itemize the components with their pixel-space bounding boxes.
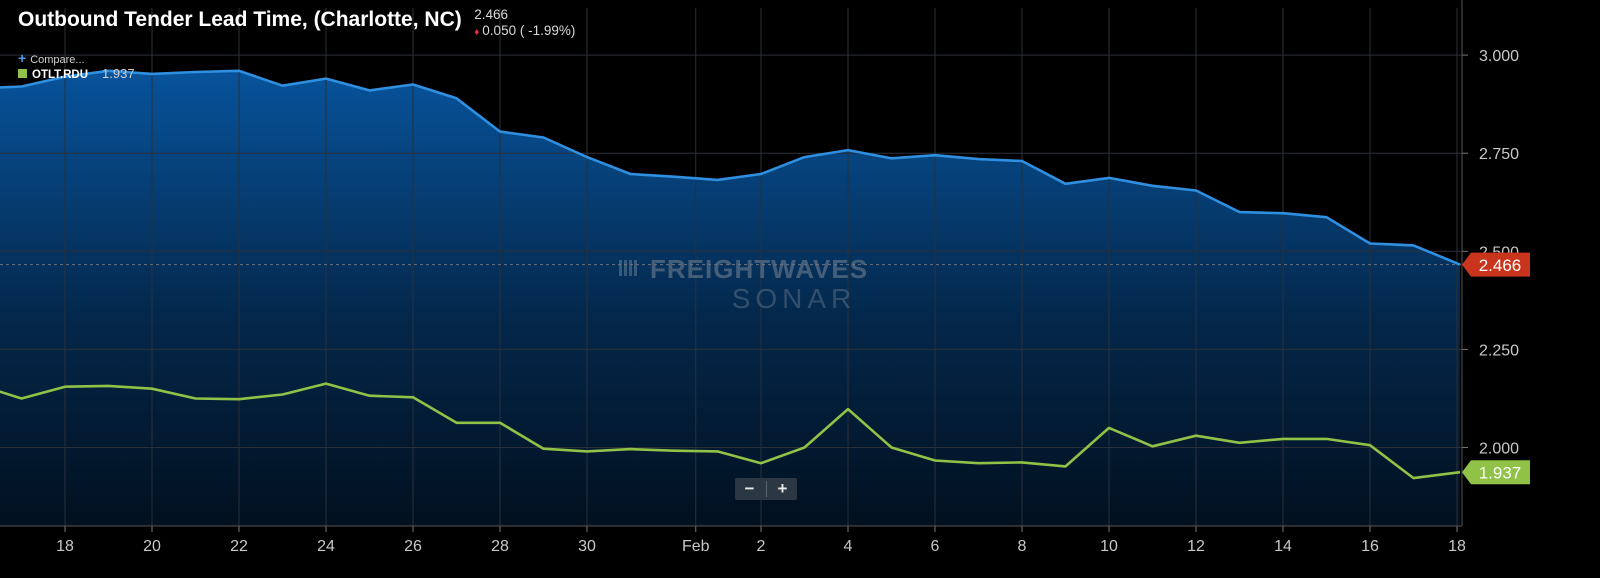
- last-value-badge: 1.937: [1462, 460, 1530, 485]
- x-tick-label: 18: [56, 538, 74, 555]
- x-tick-label: 20: [143, 538, 161, 555]
- watermark: FREIGHTWAVES SONAR: [619, 254, 868, 314]
- zoom-in-button[interactable]: +: [777, 479, 788, 498]
- x-tick-label: 22: [230, 538, 248, 555]
- x-tick-label: 6: [931, 538, 940, 555]
- x-tick-label: 2: [757, 538, 766, 555]
- x-tick-label: 14: [1274, 538, 1292, 555]
- x-tick-label: 30: [578, 538, 596, 555]
- x-tick-label: 28: [491, 538, 509, 555]
- y-tick-label: 3.000: [1479, 48, 1519, 65]
- x-tick-label: 16: [1361, 538, 1379, 555]
- down-arrow-icon: ♦: [474, 27, 480, 38]
- y-tick-label: 2.000: [1479, 441, 1519, 458]
- legend-series-value: 1.937: [102, 66, 135, 81]
- watermark-line1: FREIGHTWAVES: [650, 254, 868, 284]
- y-tick-label: 2.750: [1479, 146, 1519, 163]
- zoom-separator: [765, 481, 767, 497]
- last-value-badge: 2.466: [1462, 252, 1530, 277]
- compare-label: Compare...: [30, 54, 85, 66]
- x-tick-label: Feb: [682, 538, 710, 555]
- x-tick-label: 4: [844, 538, 853, 555]
- chart-header: Outbound Tender Lead Time, (Charlotte, N…: [18, 7, 575, 41]
- quote-block: 2.466 ♦ 0.050 ( -1.99%): [474, 7, 575, 41]
- compare-button[interactable]: + Compare...: [18, 50, 85, 66]
- zoom-controls: − +: [735, 478, 797, 500]
- series-line-outbound-tender-lead-time-charlotte-nc[interactable]: [0, 69, 1461, 266]
- legend-series-name: OTLT.RDU: [32, 69, 89, 81]
- series-area-outbound-tender-lead-time-charlotte-nc: [0, 70, 1460, 526]
- x-tick-label: 8: [1018, 538, 1027, 555]
- last-value-badge-text: 2.466: [1479, 256, 1522, 275]
- chart-title: Outbound Tender Lead Time, (Charlotte, N…: [18, 8, 462, 31]
- x-tick-label: 10: [1100, 538, 1118, 555]
- watermark-logo-icon: [619, 260, 637, 276]
- x-tick-label: 26: [404, 538, 422, 555]
- change-value: 0.050 ( -1.99%): [482, 23, 576, 38]
- legend-swatch: [18, 69, 27, 78]
- x-tick-label: 12: [1187, 538, 1205, 555]
- last-value: 2.466: [474, 7, 508, 22]
- watermark-line2: SONAR: [732, 283, 857, 314]
- plus-icon: +: [18, 50, 27, 66]
- zoom-out-button[interactable]: −: [744, 479, 755, 498]
- legend-series-otlt-rdu[interactable]: OTLT.RDU 1.937: [18, 66, 135, 81]
- last-value-badge-text: 1.937: [1479, 464, 1522, 483]
- x-tick-label: 24: [317, 538, 335, 555]
- x-tick-label: 18: [1448, 538, 1466, 555]
- series-line-otlt-rdu[interactable]: [0, 382, 1461, 480]
- y-tick-label: 2.250: [1479, 342, 1519, 359]
